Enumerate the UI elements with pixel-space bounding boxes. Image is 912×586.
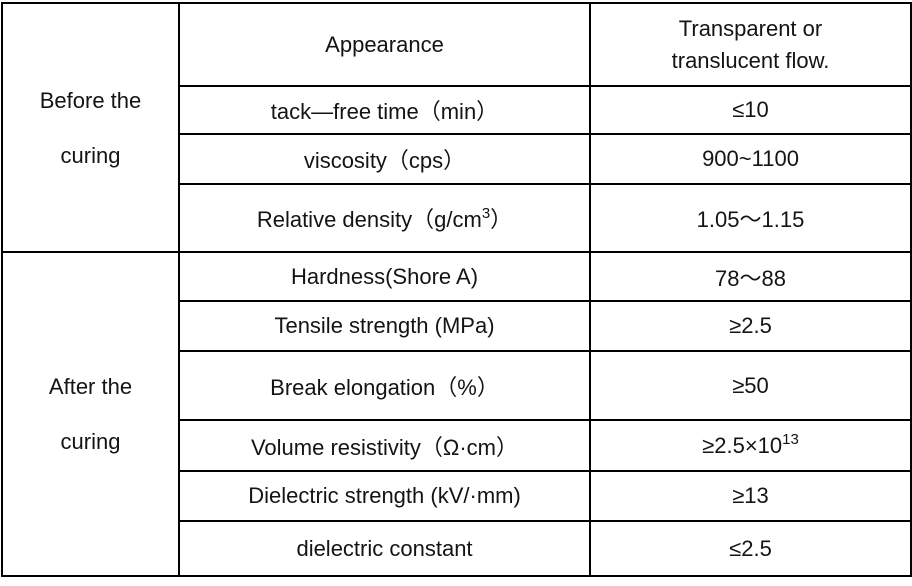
value-line: translucent flow. xyxy=(671,47,830,73)
property-text: Relative density（g/cm xyxy=(256,207,482,232)
property-cell-dielectric-constant: dielectric constant xyxy=(178,520,591,577)
property-cell-dielectric-strength: Dielectric strength (kV/·mm) xyxy=(178,470,591,522)
property-cell-relative-density: Relative density（g/cm3） xyxy=(178,183,591,253)
property-cell-tack-free-time: tack—free time（min） xyxy=(178,85,591,135)
value-cell-dielectric-strength: ≥13 xyxy=(589,470,912,522)
value-cell-appearance: Transparent or translucent flow. xyxy=(589,2,912,87)
property-cell-appearance: Appearance xyxy=(178,2,591,87)
property-cell-break-elongation: Break elongation（%） xyxy=(178,350,591,421)
value-cell-relative-density: 1.05～1.15 xyxy=(589,183,912,253)
value-cell-viscosity: 900~1100 xyxy=(589,133,912,185)
value-cell-hardness: 78～88 xyxy=(589,251,912,302)
group-cell-before-curing: Before the curing xyxy=(1,2,180,253)
group-label-line: curing xyxy=(60,142,121,168)
superscript: 3 xyxy=(481,205,491,222)
group-cell-after-curing: After the curing xyxy=(1,251,180,577)
property-cell-volume-resistivity: Volume resistivity（Ω·cm） xyxy=(178,419,591,472)
property-cell-tensile-strength: Tensile strength (MPa) xyxy=(178,300,591,352)
group-label-line: curing xyxy=(60,429,121,454)
group-label-line: Before the xyxy=(39,87,142,113)
value-cell-tack-free-time: ≤10 xyxy=(589,85,912,135)
property-cell-viscosity: viscosity（cps） xyxy=(178,133,591,185)
value-cell-dielectric-constant: ≤2.5 xyxy=(589,520,912,577)
superscript: 13 xyxy=(782,430,799,448)
value-text: ≥2.5×10 xyxy=(702,432,783,458)
property-cell-hardness: Hardness(Shore A) xyxy=(178,251,591,302)
value-cell-break-elongation: ≥50 xyxy=(589,350,912,421)
property-text: ） xyxy=(490,207,513,232)
value-cell-volume-resistivity: ≥2.5×1013 xyxy=(589,419,912,472)
value-cell-tensile-strength: ≥2.5 xyxy=(589,300,912,352)
value-line: Transparent or xyxy=(678,15,823,41)
group-label-line: After the xyxy=(48,374,133,399)
